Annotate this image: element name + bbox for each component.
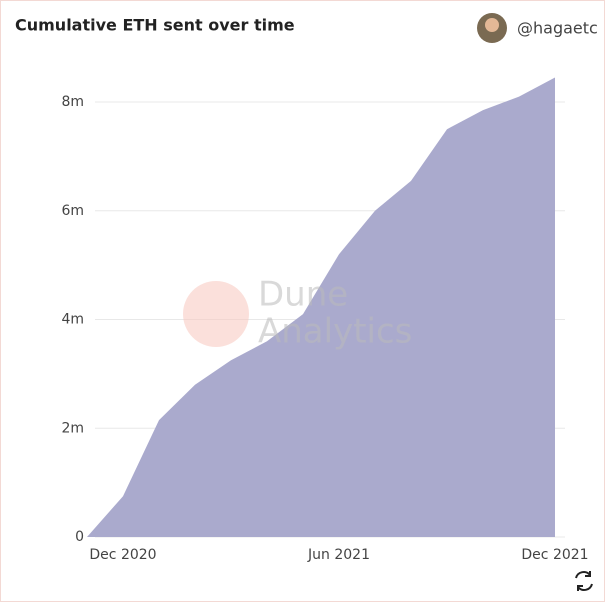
x-tick-label: Dec 2021 (521, 547, 588, 563)
refresh-arrow[interactable] (577, 585, 583, 591)
y-tick-label: 4m (61, 312, 84, 328)
watermark: Dune Analytics (183, 275, 412, 352)
refresh-arc[interactable] (575, 571, 591, 579)
refresh-arrow[interactable] (585, 571, 591, 577)
y-tick-label: 0 (75, 529, 84, 545)
y-tick-label: 6m (61, 203, 84, 219)
chart-title: Cumulative ETH sent over time (15, 16, 295, 35)
y-tick-label: 2m (61, 420, 84, 436)
y-tick-label: 8m (61, 94, 84, 110)
area (87, 77, 555, 537)
refresh-icon[interactable] (575, 571, 593, 591)
watermark-logo (183, 281, 249, 347)
refresh-arc[interactable] (577, 583, 593, 591)
watermark-text: Dune (258, 275, 348, 315)
x-tick-label: Dec 2020 (89, 547, 156, 563)
author: @hagaetc (517, 19, 598, 38)
avatar-face (485, 18, 499, 32)
watermark-text: Analytics (258, 312, 412, 352)
x-tick-label: Jun 2021 (307, 547, 370, 563)
